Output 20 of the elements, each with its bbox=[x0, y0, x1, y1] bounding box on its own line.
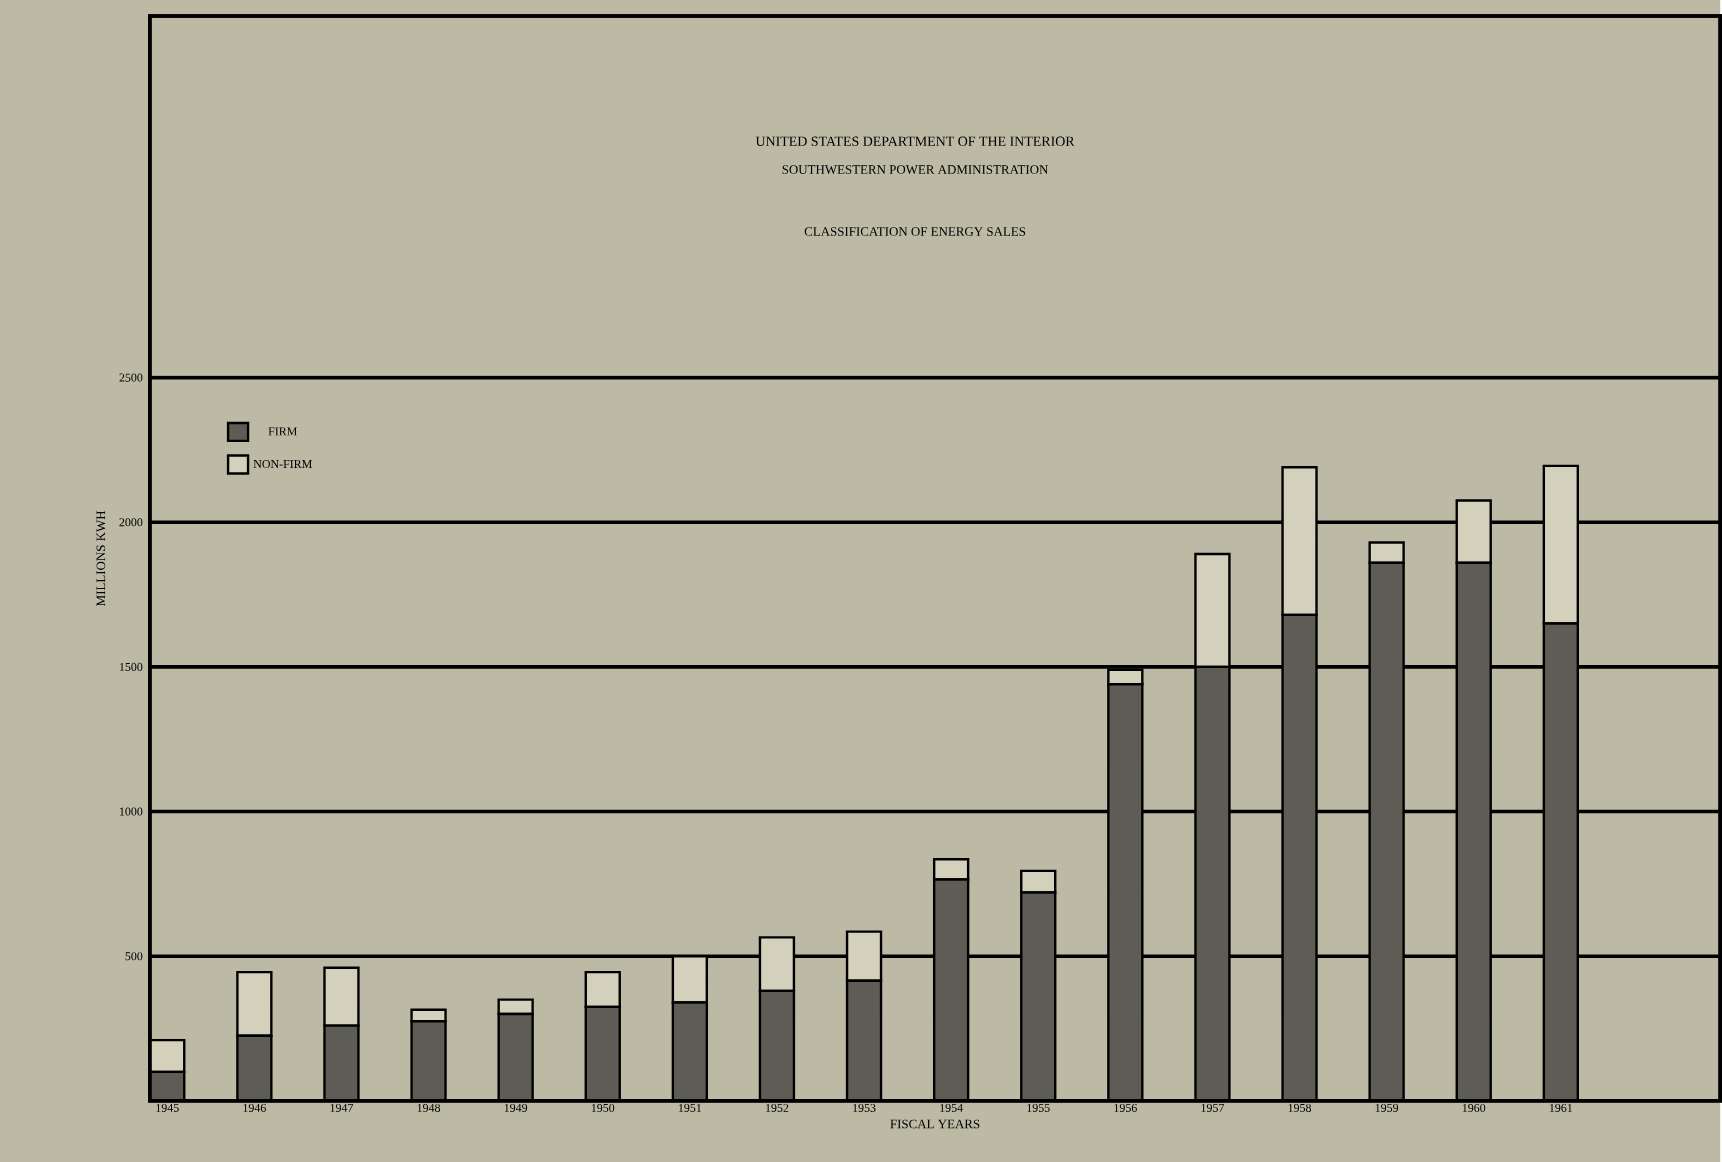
bar bbox=[1455, 498, 1492, 564]
bar bbox=[845, 979, 883, 1101]
bar bbox=[1281, 613, 1318, 1101]
bar bbox=[1281, 465, 1318, 616]
bar bbox=[1542, 621, 1580, 1101]
bar bbox=[1455, 561, 1492, 1101]
bar bbox=[671, 1000, 709, 1101]
bar bbox=[758, 935, 796, 992]
bar bbox=[1020, 890, 1057, 1101]
bar bbox=[584, 970, 621, 1008]
bar bbox=[1194, 665, 1231, 1101]
bar bbox=[671, 954, 709, 1004]
bar bbox=[1368, 561, 1405, 1101]
bar bbox=[932, 877, 970, 1101]
bar bbox=[758, 989, 796, 1101]
bar bbox=[1542, 464, 1580, 625]
bar bbox=[1107, 682, 1144, 1101]
bar bbox=[1194, 552, 1231, 668]
bar bbox=[584, 1005, 621, 1101]
bar bbox=[845, 930, 883, 982]
